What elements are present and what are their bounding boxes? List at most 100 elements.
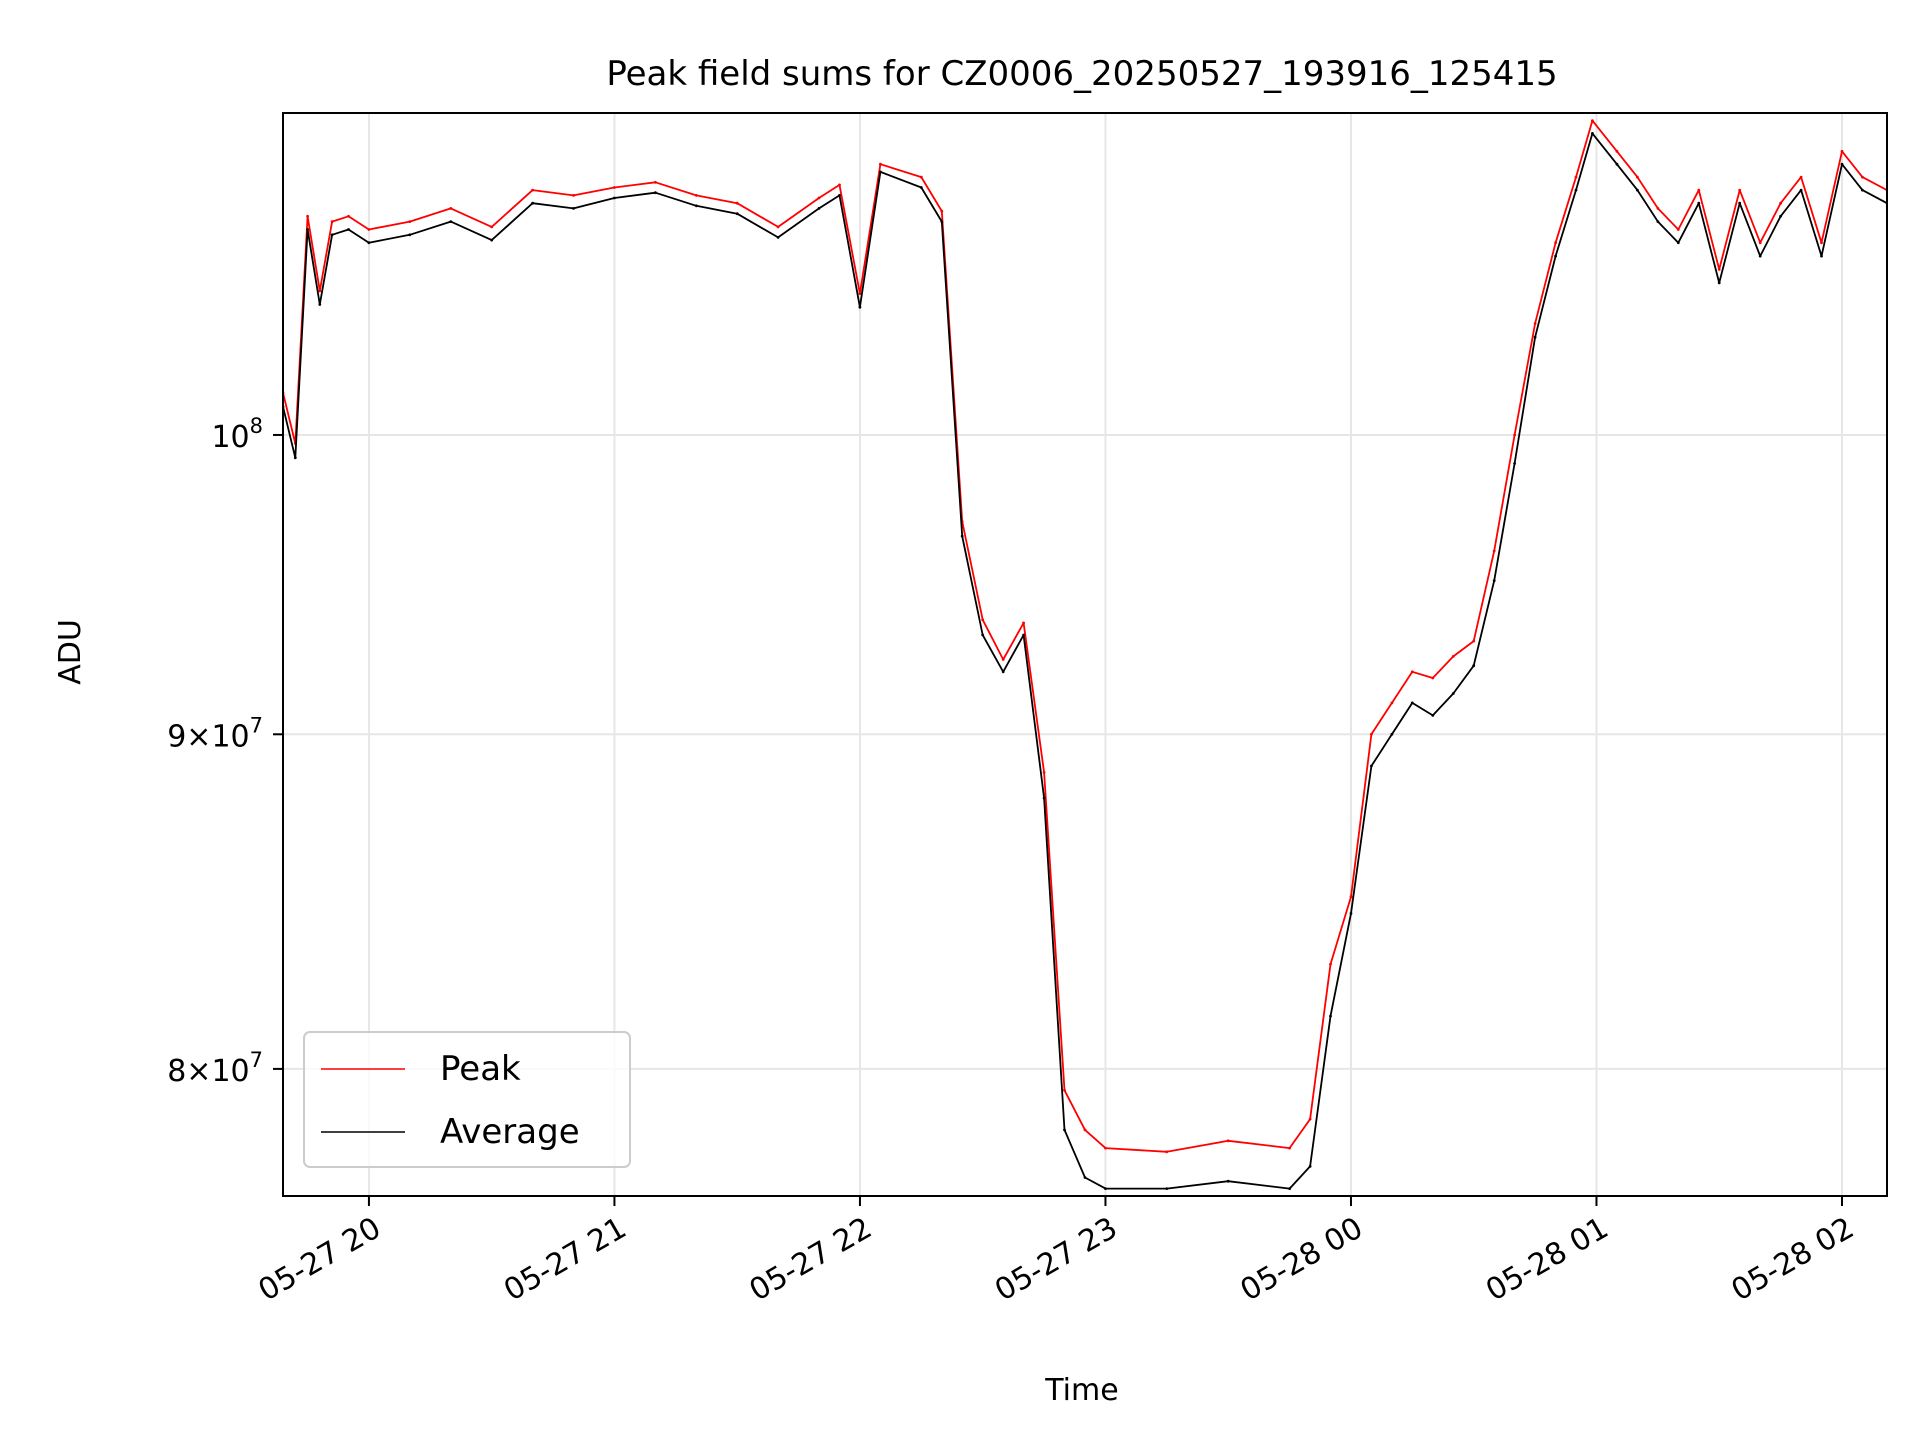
data-point-peak: [694, 194, 698, 197]
y-axis-label: ADU: [53, 619, 88, 685]
data-point-peak: [1861, 175, 1864, 179]
data-point-peak: [1574, 175, 1578, 179]
data-point-average: [1472, 664, 1476, 668]
data-point-average: [1390, 732, 1394, 736]
data-point-peak: [572, 194, 575, 197]
data-point-average: [940, 220, 944, 224]
data-point-peak: [654, 180, 657, 184]
data-point-average: [1717, 281, 1721, 285]
data-point-average: [1349, 912, 1353, 915]
data-point-average: [1820, 254, 1823, 258]
data-point-average: [1226, 1179, 1230, 1183]
data-point-average: [654, 191, 657, 195]
data-point-average: [1288, 1187, 1291, 1190]
data-point-average: [531, 201, 534, 205]
data-point-peak: [1615, 149, 1619, 153]
data-point-peak: [449, 207, 453, 210]
chart-title: Peak field sums for CZ0006_20250527_1939…: [606, 54, 1557, 94]
data-point-peak: [408, 220, 412, 224]
data-point-peak: [1472, 639, 1476, 643]
legend: Peak Average: [303, 1031, 631, 1168]
data-point-average: [694, 204, 698, 208]
data-point-average: [367, 241, 371, 245]
data-point-peak: [1288, 1146, 1291, 1150]
data-point-average: [1656, 220, 1660, 224]
data-point-average: [1840, 162, 1844, 166]
data-point-average: [1861, 188, 1864, 192]
data-point-average: [1513, 462, 1516, 465]
data-point-average: [1104, 1187, 1107, 1190]
data-point-average: [1574, 188, 1578, 192]
data-point-average: [318, 303, 322, 306]
data-point-average: [330, 233, 334, 237]
data-point-peak: [1840, 149, 1844, 153]
data-point-average: [817, 207, 821, 210]
data-point-peak: [817, 196, 821, 200]
data-point-peak: [1513, 433, 1516, 437]
data-point-peak: [1676, 228, 1680, 231]
data-point-average: [347, 228, 350, 231]
data-point-peak: [1779, 201, 1782, 205]
data-point-peak: [940, 209, 944, 213]
data-point-peak: [1738, 188, 1742, 192]
data-point-average: [981, 633, 985, 637]
data-point-average: [1738, 201, 1742, 205]
data-point-peak: [1758, 241, 1762, 245]
data-point-average: [1779, 214, 1782, 218]
series-layer: [283, 119, 1887, 1190]
data-point-average: [1308, 1165, 1312, 1168]
data-point-peak: [1329, 962, 1332, 966]
data-point-peak: [347, 214, 350, 218]
data-point-peak: [879, 162, 882, 166]
data-point-average: [735, 212, 739, 216]
data-point-peak: [919, 175, 923, 179]
data-point-peak: [1431, 676, 1435, 680]
data-point-average: [1451, 692, 1455, 695]
data-point-peak: [1820, 241, 1823, 245]
data-point-peak: [1063, 1088, 1066, 1092]
data-point-peak: [613, 186, 616, 189]
data-point-average: [572, 207, 575, 210]
data-point-peak: [1533, 322, 1537, 325]
data-point-peak: [330, 220, 334, 224]
data-point-peak: [1308, 1117, 1312, 1121]
data-point-average: [960, 534, 964, 538]
data-point-average: [1063, 1128, 1066, 1132]
data-point-average: [1410, 701, 1414, 705]
data-point-average: [858, 305, 862, 309]
data-point-average: [1329, 1014, 1332, 1018]
data-point-peak: [306, 214, 309, 218]
data-point-peak: [318, 289, 322, 293]
data-point-average: [1591, 132, 1594, 135]
data-point-average: [879, 170, 882, 174]
data-point-average: [306, 228, 309, 231]
data-point-average: [1001, 670, 1005, 674]
data-point-peak: [1410, 670, 1414, 674]
data-point-peak: [1656, 207, 1660, 210]
data-point-peak: [367, 228, 371, 231]
data-point-peak: [1554, 241, 1557, 245]
legend-box: [303, 1031, 631, 1168]
data-point-peak: [1165, 1150, 1169, 1154]
data-point-average: [1758, 254, 1762, 258]
legend-label-peak: Peak: [440, 1049, 521, 1089]
data-point-average: [1492, 579, 1496, 583]
data-point-average: [776, 236, 780, 239]
data-point-peak: [981, 618, 985, 622]
data-point-peak: [1451, 655, 1455, 658]
data-point-average: [1554, 254, 1557, 258]
data-point-average: [1431, 714, 1435, 717]
data-point-peak: [1001, 658, 1005, 661]
data-point-average: [1165, 1187, 1169, 1190]
y-tick-label: 8×107: [167, 1048, 263, 1089]
data-point-peak: [1042, 771, 1046, 774]
data-point-peak: [1492, 549, 1496, 553]
data-point-average: [449, 220, 453, 224]
data-point-average: [408, 233, 412, 237]
data-point-peak: [1717, 268, 1721, 271]
x-axis-label: Time: [1044, 1373, 1118, 1408]
data-point-peak: [858, 292, 862, 295]
data-point-peak: [776, 225, 780, 229]
data-point-average: [1636, 188, 1639, 192]
